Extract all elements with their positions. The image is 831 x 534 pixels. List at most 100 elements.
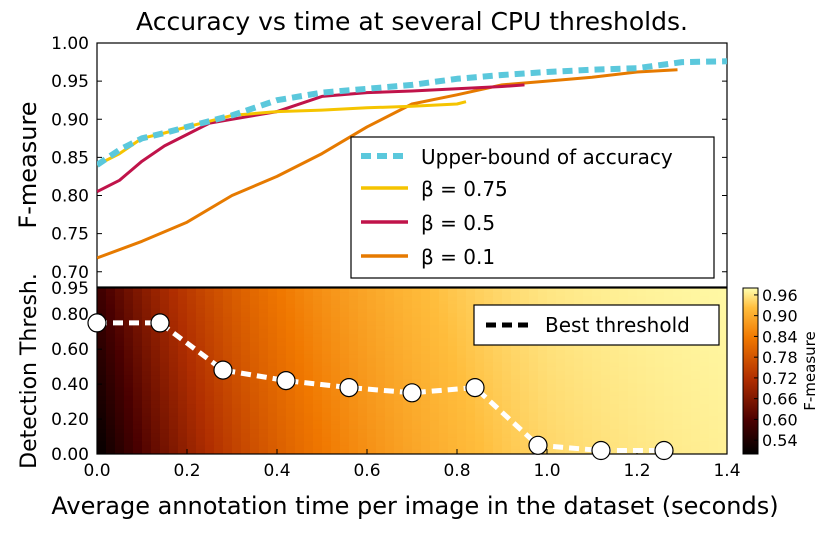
heatmap-cell [106, 354, 116, 360]
heatmap-cell [151, 300, 161, 306]
heatmap-cell [592, 371, 602, 376]
heatmap-cell [457, 296, 467, 302]
heatmap-cell [169, 312, 179, 318]
bottom-legend-box [473, 304, 720, 346]
heatmap-cell [664, 296, 674, 302]
series-line-beta-01 [97, 68, 678, 260]
heatmap-cell [691, 358, 701, 364]
heatmap-cell [403, 362, 413, 368]
heatmap-cell [385, 375, 395, 380]
heatmap-cell [232, 325, 242, 331]
heatmap-cell [250, 437, 260, 443]
x-tick-label: 0.8 [443, 461, 470, 481]
heatmap-cell [466, 362, 476, 368]
heatmap-cell [412, 329, 422, 335]
heatmap-cell [565, 449, 575, 454]
heatmap-cell [421, 317, 431, 322]
heatmap-cell [403, 416, 413, 422]
heatmap-cell [367, 416, 377, 422]
heatmap-cell [637, 412, 647, 418]
heatmap-cell [430, 329, 440, 335]
heatmap-cell [304, 424, 314, 430]
heatmap-cell [709, 391, 719, 397]
heatmap-cell [196, 288, 206, 293]
heatmap-cell [151, 445, 161, 451]
heatmap-cell [322, 408, 332, 414]
heatmap-cell [241, 329, 251, 335]
heatmap-cell [673, 288, 683, 293]
heatmap-cell [169, 429, 179, 434]
heatmap-cell [331, 449, 341, 454]
heatmap-cell [160, 391, 170, 397]
heatmap-cell [349, 362, 359, 368]
heatmap-cell [484, 400, 494, 405]
heatmap-cell [97, 375, 107, 380]
heatmap-cell [682, 449, 692, 454]
heatmap-cell [592, 420, 602, 426]
heatmap-cell [304, 292, 314, 297]
heatmap-cell [385, 329, 395, 335]
heatmap-cell [358, 325, 368, 331]
heatmap-cell [403, 346, 413, 351]
heatmap-cell [664, 416, 674, 422]
heatmap-cell [403, 354, 413, 360]
heatmap-cell [646, 441, 656, 447]
heatmap-cell [385, 441, 395, 447]
heatmap-cell [574, 449, 584, 454]
heatmap-cell [151, 296, 161, 302]
heatmap-cell [421, 449, 431, 454]
heatmap-cell [268, 441, 278, 447]
heatmap-cell [466, 433, 476, 438]
heatmap-cell [133, 288, 143, 293]
heatmap-cell [322, 329, 332, 335]
heatmap-cell [718, 449, 727, 454]
heatmap-cell [484, 350, 494, 355]
bottom-y-axis-label: Detection Thresh. [17, 273, 42, 469]
heatmap-cell [124, 420, 134, 426]
heatmap-cell [394, 296, 404, 302]
heatmap-cell [133, 296, 143, 302]
heatmap-cell [673, 429, 683, 434]
heatmap-cell [367, 288, 377, 293]
heatmap-cell [340, 354, 350, 360]
heatmap-cell [205, 445, 215, 451]
heatmap-cell [259, 420, 269, 426]
heatmap-cell [187, 395, 197, 401]
best-threshold-series [87, 313, 674, 461]
heatmap-cell [628, 395, 638, 401]
heatmap-cell [718, 325, 727, 331]
heatmap-cell [628, 412, 638, 418]
heatmap-cell [133, 404, 143, 409]
heatmap-cell [448, 408, 458, 414]
heatmap-cell [646, 404, 656, 409]
heatmap-cell [673, 379, 683, 385]
heatmap-cell [673, 404, 683, 409]
heatmap-cell [277, 437, 287, 443]
heatmap-cell [475, 288, 485, 293]
x-tick-label: 1.2 [623, 461, 650, 481]
heatmap-cell [187, 337, 197, 343]
heatmap-cell [376, 408, 386, 414]
heatmap-cell [358, 288, 368, 293]
heatmap-cell [142, 387, 152, 393]
heatmap-cell [349, 366, 359, 372]
heatmap-cell [709, 362, 719, 368]
heatmap-cell [511, 391, 521, 397]
heatmap-cell [340, 371, 350, 376]
heatmap-cell [358, 296, 368, 302]
heatmap-cell [646, 375, 656, 380]
colorbar-tick-label: 0.66 [762, 390, 798, 409]
heatmap-cell [277, 404, 287, 409]
heatmap-cell [412, 300, 422, 306]
heatmap-cell [421, 383, 431, 389]
heatmap-cell [367, 424, 377, 430]
heatmap-cell [142, 317, 152, 322]
heatmap-cell [286, 304, 296, 310]
heatmap-cell [358, 346, 368, 351]
heatmap-cell [484, 383, 494, 389]
heatmap-cell [619, 379, 629, 385]
heatmap-cell [322, 433, 332, 438]
heatmap-cell [565, 288, 575, 293]
legend-label-best-threshold: Best threshold [545, 313, 690, 337]
heatmap-cell [205, 433, 215, 438]
